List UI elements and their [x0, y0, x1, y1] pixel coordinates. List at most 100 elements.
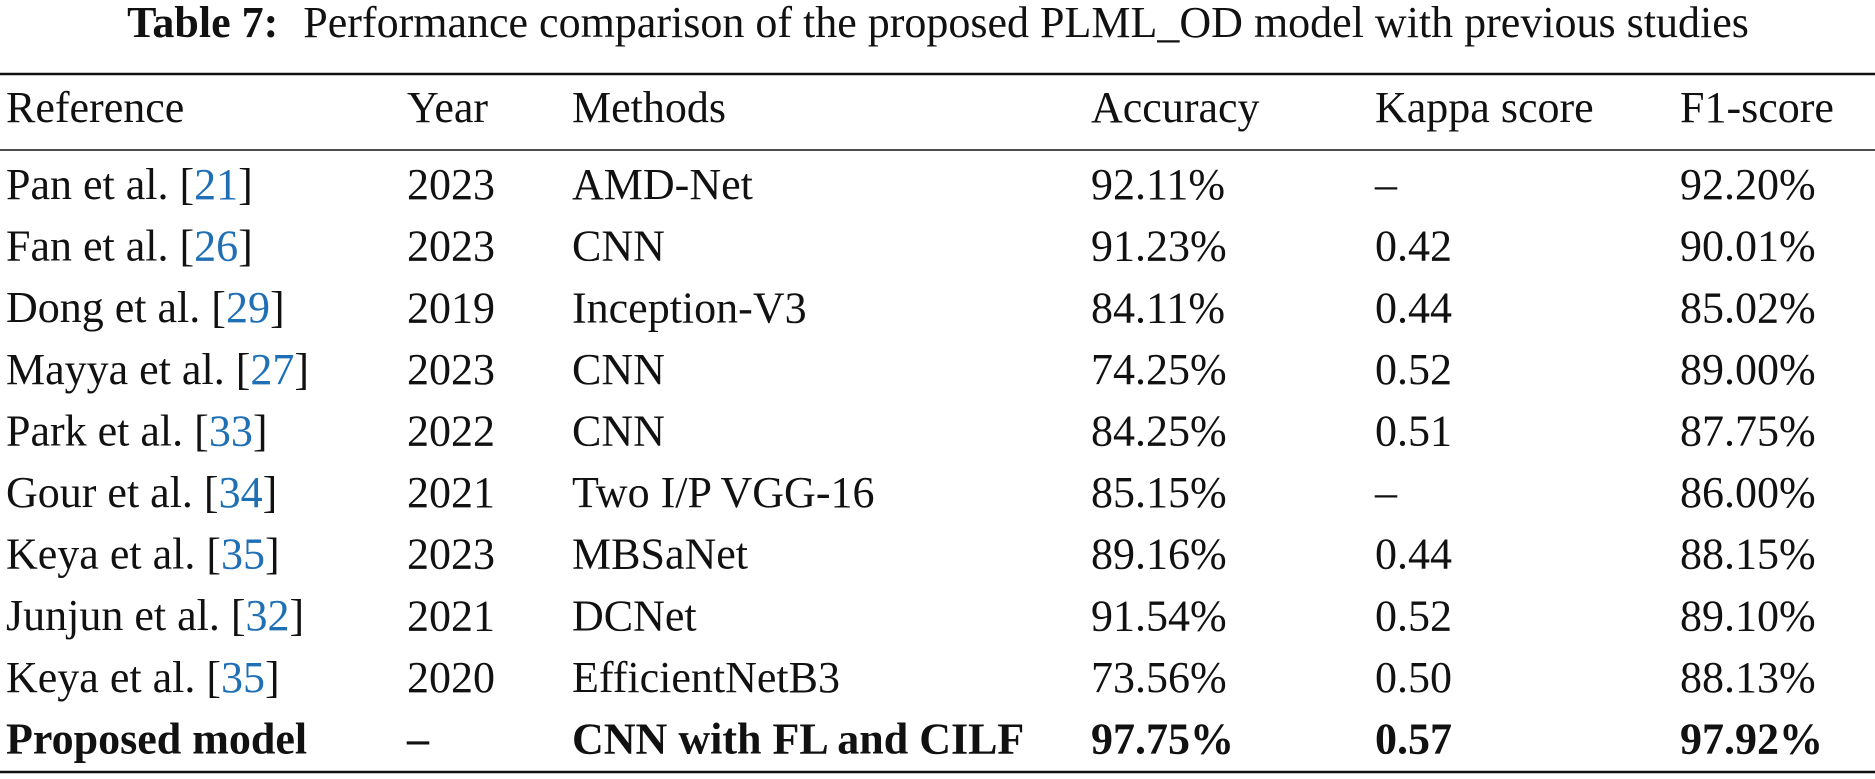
header-cell: Kappa score: [1375, 83, 1594, 132]
citation-link: 29: [226, 283, 270, 332]
table-cell: 91.23%: [1091, 222, 1227, 271]
caption: Table 7: Performance comparison of the p…: [127, 0, 1749, 47]
reference-cell: Fan et al. [26]: [6, 222, 253, 271]
table-cell: 90.01%: [1680, 222, 1816, 271]
table-cell: AMD-Net: [572, 160, 753, 209]
table-cell: –: [1374, 468, 1398, 517]
reference-text: Fan et al. [: [6, 222, 194, 271]
reference-text: Keya et al. [: [6, 653, 221, 702]
table-cell: 0.57: [1375, 714, 1452, 763]
table-cell: –: [1374, 160, 1398, 209]
table-cell: 86.00%: [1680, 468, 1816, 517]
reference-text: Keya et al. [: [6, 530, 221, 579]
header-cell: Reference: [6, 83, 184, 132]
header-cell: Methods: [572, 83, 726, 132]
reference-cell: Keya et al. [35]: [6, 530, 280, 579]
table-cell: 89.16%: [1091, 530, 1227, 579]
table-cell: Two I/P VGG-16: [572, 468, 874, 517]
table-cell: 2023: [407, 345, 495, 394]
reference-cell: Dong et al. [29]: [6, 283, 285, 332]
reference-cell: Pan et al. [21]: [6, 160, 253, 209]
table-cell: 92.11%: [1091, 160, 1225, 209]
header-cell: Year: [407, 83, 488, 132]
reference-text: ]: [238, 160, 253, 209]
table-cell: 84.25%: [1091, 406, 1227, 455]
citation-link: 33: [209, 406, 253, 455]
table-cell: 0.51: [1375, 406, 1452, 455]
table-cell: 84.11%: [1091, 283, 1225, 332]
table-cell: 97.92%: [1680, 714, 1823, 763]
caption-text: Performance comparison of the proposed P…: [303, 0, 1749, 47]
table-cell: CNN with FL and CILF: [572, 714, 1024, 763]
citation-link: 26: [194, 222, 238, 271]
table-cell: 85.15%: [1091, 468, 1227, 517]
table-cell: 2023: [407, 530, 495, 579]
reference-cell: Park et al. [33]: [6, 406, 267, 455]
citation-link: 35: [221, 530, 265, 579]
reference-text: Mayya et al. [: [6, 345, 250, 394]
reference-text: ]: [290, 591, 305, 640]
caption-label: Table 7:: [127, 0, 278, 47]
reference-text: Proposed model: [6, 714, 307, 763]
table-cell: 74.25%: [1091, 345, 1227, 394]
reference-cell: Junjun et al. [32]: [6, 591, 304, 640]
table-cell: 88.13%: [1680, 653, 1816, 702]
reference-text: ]: [253, 406, 268, 455]
reference-text: ]: [270, 283, 285, 332]
table-cell: 0.52: [1375, 345, 1452, 394]
table-cell: 0.50: [1375, 653, 1452, 702]
table-cell: 91.54%: [1091, 591, 1227, 640]
table-cell: EfficientNetB3: [572, 653, 840, 702]
table-cell: DCNet: [572, 591, 697, 640]
table-cell: 2020: [407, 653, 495, 702]
reference-text: ]: [294, 345, 309, 394]
table-cell: 73.56%: [1091, 653, 1227, 702]
table-cell: Inception-V3: [572, 283, 807, 332]
reference-text: Junjun et al. [: [6, 591, 246, 640]
table-cell: 2023: [407, 222, 495, 271]
table-cell: 0.42: [1375, 222, 1452, 271]
table-cell: 2021: [407, 591, 495, 640]
reference-text: ]: [238, 222, 253, 271]
table-cell: 0.52: [1375, 591, 1452, 640]
table-cell: –: [406, 714, 430, 763]
citation-link: 27: [250, 345, 294, 394]
reference-cell: Proposed model: [6, 714, 307, 763]
citation-link: 21: [194, 160, 238, 209]
reference-text: ]: [263, 468, 278, 517]
table-cell: 2021: [407, 468, 495, 517]
citation-link: 34: [219, 468, 263, 517]
table-cell: 2023: [407, 160, 495, 209]
reference-text: ]: [265, 653, 280, 702]
table-cell: CNN: [572, 345, 665, 394]
reference-cell: Mayya et al. [27]: [6, 345, 309, 394]
table-cell: 0.44: [1375, 530, 1452, 579]
citation-link: 35: [221, 653, 265, 702]
citation-link: 32: [246, 591, 290, 640]
reference-text: Gour et al. [: [6, 468, 219, 517]
reference-text: ]: [265, 530, 280, 579]
table-cell: CNN: [572, 406, 665, 455]
reference-text: Pan et al. [: [6, 160, 194, 209]
reference-cell: Gour et al. [34]: [6, 468, 277, 517]
header-cell: F1-score: [1680, 83, 1834, 132]
table-cell: 0.44: [1375, 283, 1452, 332]
reference-cell: Keya et al. [35]: [6, 653, 280, 702]
table-cell: 87.75%: [1680, 406, 1816, 455]
table-cell: 89.00%: [1680, 345, 1816, 394]
table-cell: 89.10%: [1680, 591, 1816, 640]
table-cell: 85.02%: [1680, 283, 1816, 332]
table-cell: 97.75%: [1091, 714, 1234, 763]
reference-text: Dong et al. [: [6, 283, 226, 332]
table-body: Reference Year Methods Accuracy Kappa score F…: [6, 83, 1834, 763]
reference-text: Park et al. [: [6, 406, 209, 455]
table-cell: 2019: [407, 283, 495, 332]
header-cell: Accuracy: [1091, 83, 1260, 132]
table-cell: 88.15%: [1680, 530, 1816, 579]
table-cell: 2022: [407, 406, 495, 455]
table-cell: MBSaNet: [572, 530, 748, 579]
table-cell: 92.20%: [1680, 160, 1816, 209]
table-cell: CNN: [572, 222, 665, 271]
